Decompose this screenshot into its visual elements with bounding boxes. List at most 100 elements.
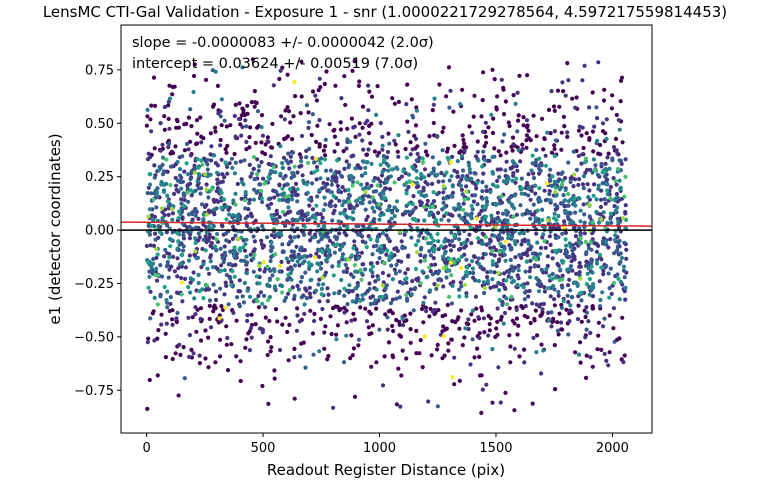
scatter-point <box>265 352 270 358</box>
scatter-point <box>158 294 163 299</box>
scatter-point <box>247 201 252 206</box>
scatter-point <box>353 134 358 139</box>
scatter-point <box>206 365 211 370</box>
scatter-point <box>165 260 170 265</box>
scatter-point <box>566 203 571 208</box>
scatter-point <box>389 251 394 256</box>
scatter-point <box>517 73 522 78</box>
scatter-point <box>170 217 175 222</box>
scatter-point <box>182 148 187 153</box>
scatter-point <box>622 289 627 294</box>
scatter-point <box>605 155 610 160</box>
scatter-point <box>505 180 510 185</box>
scatter-point <box>381 191 386 196</box>
scatter-point <box>221 260 226 265</box>
scatter-point <box>268 268 273 273</box>
scatter-point <box>451 206 457 211</box>
scatter-point <box>341 149 346 154</box>
scatter-point <box>467 232 472 237</box>
scatter-point <box>501 179 506 184</box>
scatter-point <box>252 89 257 94</box>
scatter-point <box>176 209 182 214</box>
scatter-point <box>193 305 198 310</box>
scatter-point <box>562 219 567 224</box>
scatter-point <box>395 248 400 253</box>
scatter-point <box>494 326 499 331</box>
scatter-point <box>242 158 247 163</box>
scatter-point <box>145 107 150 112</box>
scatter-point <box>273 307 279 312</box>
scatter-point <box>430 155 435 160</box>
scatter-point <box>516 323 521 328</box>
scatter-point <box>564 307 569 312</box>
scatter-point <box>482 330 487 335</box>
scatter-point <box>320 215 325 220</box>
scatter-point <box>224 217 229 222</box>
scatter-point <box>462 148 467 153</box>
scatter-point <box>257 263 262 268</box>
scatter-point <box>563 187 568 193</box>
scatter-point <box>559 305 565 310</box>
scatter-point <box>471 270 476 276</box>
scatter-point <box>183 265 188 270</box>
y-tick-label: 0.25 <box>85 170 114 185</box>
scatter-point <box>441 184 446 189</box>
scatter-point <box>332 171 337 176</box>
scatter-point <box>146 260 151 265</box>
scatter-point <box>408 140 413 145</box>
scatter-point <box>475 202 480 207</box>
scatter-point <box>374 112 379 117</box>
scatter-point <box>608 266 613 271</box>
scatter-point <box>525 73 530 78</box>
scatter-point <box>450 190 456 195</box>
scatter-point <box>225 335 230 341</box>
scatter-point <box>444 275 449 280</box>
scatter-point <box>147 232 152 237</box>
scatter-point <box>409 235 414 240</box>
x-axis-ticks: 0 500 1000 1500 2000 <box>142 433 629 456</box>
scatter-point <box>530 301 535 306</box>
scatter-point <box>483 120 488 125</box>
scatter-point <box>470 259 475 264</box>
scatter-point <box>568 211 573 216</box>
scatter-point <box>519 186 525 191</box>
scatter-point <box>148 117 153 122</box>
scatter-point <box>540 116 545 121</box>
scatter-point <box>518 203 523 208</box>
scatter-point <box>249 312 254 317</box>
scatter-point <box>514 307 519 312</box>
scatter-point <box>160 142 165 147</box>
scatter-point <box>472 93 477 98</box>
scatter-point <box>194 118 200 123</box>
scatter-point <box>427 265 432 270</box>
scatter-point <box>304 103 309 108</box>
scatter-point <box>223 280 228 285</box>
scatter-point <box>537 186 542 191</box>
scatter-point <box>526 294 531 299</box>
scatter-point <box>310 207 315 212</box>
scatter-point <box>506 176 511 181</box>
scatter-point <box>595 116 600 121</box>
scatter-point <box>266 298 271 303</box>
scatter-point <box>356 256 361 261</box>
scatter-point <box>213 244 218 249</box>
scatter-point <box>405 267 410 272</box>
scatter-point <box>306 217 311 222</box>
scatter-point <box>497 175 502 180</box>
scatter-point <box>349 318 354 323</box>
scatter-point <box>433 300 438 305</box>
scatter-point <box>386 163 391 168</box>
scatter-point <box>306 160 311 166</box>
scatter-point <box>503 239 508 244</box>
scatter-point <box>511 268 516 273</box>
scatter-point <box>323 324 328 329</box>
scatter-point <box>622 240 627 245</box>
scatter-point <box>263 142 268 147</box>
scatter-point <box>408 340 413 345</box>
scatter-point <box>566 78 571 83</box>
scatter-point <box>197 361 202 366</box>
scatter-point <box>531 212 536 217</box>
scatter-point <box>212 207 217 212</box>
scatter-point <box>487 158 492 163</box>
scatter-point <box>173 144 178 149</box>
